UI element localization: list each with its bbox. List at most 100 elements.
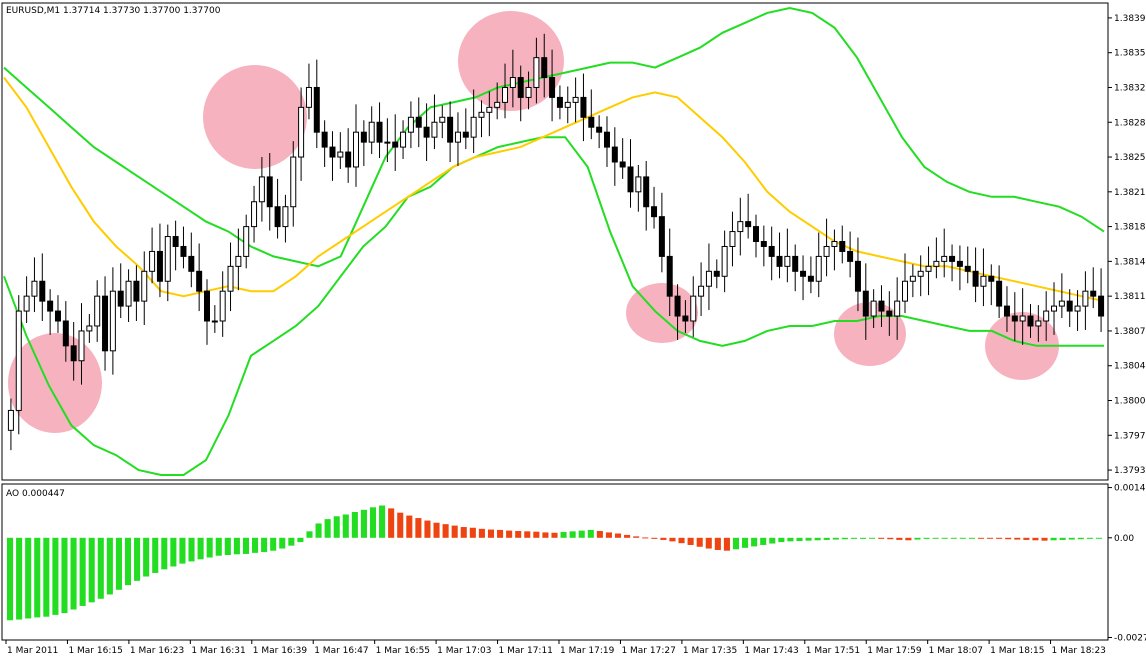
ao-bar — [406, 515, 413, 538]
candle-body — [227, 265, 234, 292]
time-tick-label: 1 Mar 17:27 — [621, 646, 675, 656]
candle-body — [117, 290, 124, 307]
ao-bar — [905, 537, 912, 541]
ao-bar — [769, 537, 776, 544]
ao-tick-label: -0.00278 — [1114, 633, 1146, 643]
candle-body — [313, 86, 320, 133]
candle-body — [376, 121, 383, 143]
ao-bar — [533, 531, 540, 538]
ao-panel-frame — [1, 483, 1109, 641]
ao-bar — [442, 524, 449, 538]
ao-bar — [460, 527, 467, 538]
candle-body — [102, 295, 109, 352]
price-tick-label: 1.38145 — [1114, 257, 1146, 267]
price-tick-label: 1.38075 — [1114, 327, 1146, 337]
candle-body — [86, 325, 93, 332]
ao-bar — [642, 537, 649, 539]
candle-body — [588, 116, 595, 128]
ao-bar — [315, 523, 322, 538]
candle-body — [384, 141, 391, 144]
candle-body — [274, 206, 281, 228]
candle-body — [752, 226, 759, 242]
ao-bar — [551, 532, 558, 538]
candle-body — [792, 255, 799, 272]
candle-body — [933, 260, 940, 267]
time-tick-label: 1 Mar 16:55 — [376, 646, 430, 656]
candle-body — [517, 77, 524, 98]
candle-body — [941, 255, 948, 262]
ao-bar — [52, 537, 59, 615]
ao-bar — [424, 520, 431, 538]
candle-body — [1090, 290, 1097, 297]
ao-bar — [324, 519, 331, 538]
candle-body — [988, 275, 995, 282]
bb-lower-line — [3, 136, 1104, 476]
candle-body — [980, 275, 987, 287]
candle-body — [862, 290, 869, 317]
ao-bar — [705, 537, 712, 549]
ao-bar — [959, 537, 966, 539]
ao-bar — [469, 527, 476, 538]
candle-body — [549, 77, 556, 98]
candle-body — [705, 270, 712, 287]
time-tick-label: 1 Mar 2011 — [7, 646, 58, 656]
candle-body — [972, 270, 979, 287]
ao-bar — [215, 537, 222, 556]
candle-body — [651, 206, 658, 218]
candle-body — [635, 176, 642, 193]
candle-body — [478, 111, 485, 118]
candle-body — [596, 126, 603, 133]
time-tick-label: 1 Mar 18:07 — [929, 646, 983, 656]
ao-bar — [242, 537, 250, 554]
time-tick-label: 1 Mar 17:43 — [744, 646, 798, 656]
ao-bar — [614, 533, 622, 538]
candle-body — [1035, 320, 1042, 327]
ao-bar — [787, 537, 794, 542]
ao-bar — [805, 537, 812, 541]
ao-bar — [760, 537, 767, 545]
candle-body — [156, 250, 163, 282]
ao-bar — [687, 537, 694, 545]
ao-bar — [506, 530, 513, 538]
candle-body — [329, 146, 336, 158]
ao-bar — [814, 537, 821, 541]
ao-bar — [605, 532, 612, 538]
ao-bar — [1005, 537, 1012, 540]
candle-body — [894, 300, 901, 317]
ao-bar — [1059, 537, 1066, 540]
ao-bar — [70, 537, 77, 610]
ao-bar — [43, 537, 50, 617]
candle-body — [211, 320, 218, 323]
candle-body — [690, 295, 697, 322]
candle-body — [39, 280, 46, 302]
candle-body — [698, 285, 705, 297]
ao-bar — [451, 525, 458, 538]
candle-body — [15, 310, 22, 411]
candle-body — [392, 141, 399, 148]
time-tick-label: 1 Mar 16:39 — [253, 646, 308, 656]
candle-body — [643, 176, 650, 208]
candle-body — [627, 166, 634, 193]
candle-body — [996, 280, 1003, 307]
bb-upper-line — [3, 6, 1105, 268]
time-tick-label: 1 Mar 17:59 — [867, 646, 922, 656]
ao-bar — [515, 530, 522, 538]
candle-body — [713, 270, 720, 277]
candle-body — [31, 280, 38, 297]
candle-body — [1043, 310, 1050, 322]
ao-bar — [669, 537, 676, 542]
candle-body — [141, 270, 148, 302]
ao-bar — [360, 509, 367, 538]
candle-body — [94, 295, 101, 327]
time-tick-label: 1 Mar 16:15 — [68, 646, 122, 656]
candle-body — [290, 156, 297, 208]
ao-bar — [977, 537, 985, 539]
candle-body — [603, 131, 610, 148]
ao-bar — [569, 531, 576, 538]
ao-bar — [678, 537, 685, 544]
candle-body — [7, 409, 14, 431]
candle-body — [164, 236, 171, 282]
candle-body — [1098, 295, 1105, 317]
ao-bar — [224, 537, 231, 556]
